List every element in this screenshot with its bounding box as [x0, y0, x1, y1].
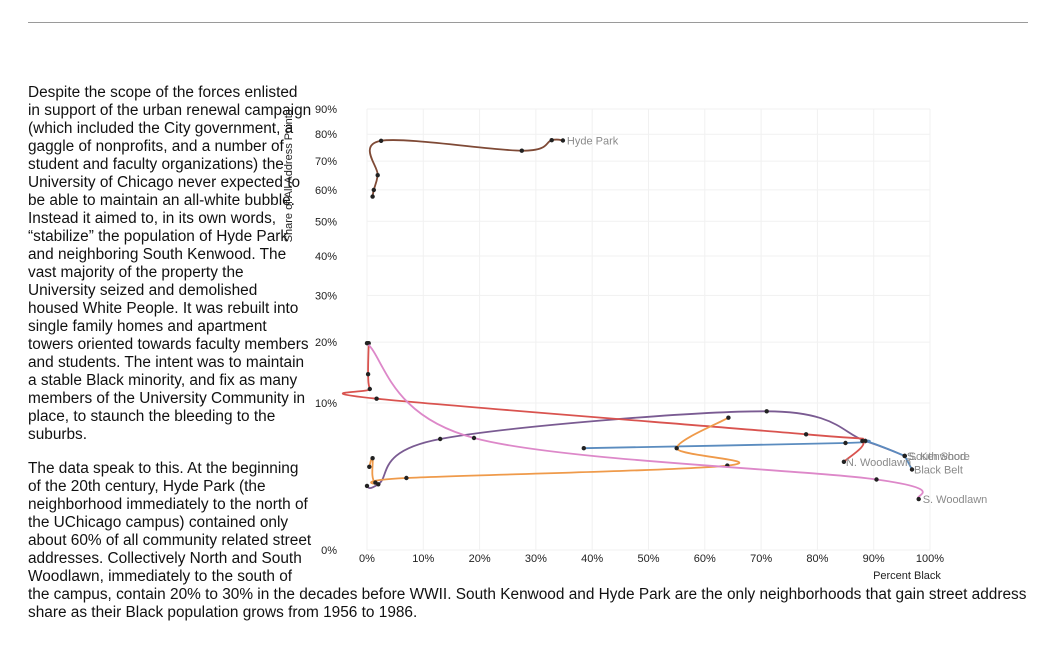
y-tick-label: 30%	[315, 290, 337, 302]
series-line	[368, 416, 740, 485]
y-tick-label: 20%	[315, 337, 337, 349]
x-tick-label: 80%	[806, 553, 828, 565]
series-line	[582, 439, 906, 457]
series-label: South Shore	[909, 451, 970, 463]
series-point	[916, 496, 921, 502]
x-tick-label: 50%	[637, 553, 659, 565]
chart-axes: 0% 10% 20% 30% 40% 50% 60% 70% 80% 90% 100% 0% 10% 20…	[283, 104, 944, 582]
series-point	[367, 464, 372, 469]
series-point	[841, 459, 847, 464]
article-paragraph-1: Despite the scope of the forces enlisted…	[28, 84, 312, 443]
series-point	[764, 409, 769, 414]
x-tick-label: 70%	[750, 553, 772, 565]
chart-series	[342, 138, 924, 502]
series-point	[549, 138, 554, 143]
series-point	[374, 396, 379, 401]
series-point	[860, 438, 865, 444]
x-tick-label: 0%	[359, 553, 375, 565]
series-label: Black Belt	[914, 465, 963, 477]
series-point	[364, 483, 370, 489]
series-point	[909, 467, 915, 472]
series-label: N. Woodlawn	[846, 457, 911, 469]
x-tick-label: 90%	[863, 553, 885, 565]
series-point	[902, 453, 907, 459]
series-point	[378, 138, 384, 143]
y-tick-label: 80%	[315, 129, 337, 141]
x-axis-title: Percent Black	[873, 570, 941, 582]
x-tick-label: 40%	[581, 553, 603, 565]
series-point	[803, 432, 809, 437]
series-point	[404, 475, 409, 481]
x-tick-label: 20%	[469, 553, 491, 565]
series-point	[581, 446, 586, 451]
y-tick-label: 60%	[315, 185, 337, 197]
series-line	[366, 342, 924, 500]
series-point	[874, 477, 879, 482]
y-tick-label: 40%	[315, 251, 337, 263]
series-point	[367, 386, 372, 392]
series-point	[519, 148, 524, 153]
series-point	[373, 480, 378, 485]
series-line	[368, 138, 564, 198]
y-tick-label: 90%	[315, 104, 337, 116]
x-tick-label: 60%	[694, 553, 716, 565]
series-label: S. Woodlawn	[923, 494, 988, 506]
series-point	[560, 138, 566, 143]
series-point	[370, 456, 375, 461]
article-paragraph-2: The data speak to this. At the beginning…	[28, 460, 1027, 621]
y-tick-label: 0%	[321, 545, 337, 557]
series-point	[726, 415, 731, 420]
chart-gridlines	[366, 108, 931, 551]
series-point	[843, 440, 848, 446]
series-label: S. Kenwood	[907, 451, 966, 463]
x-tick-label: 30%	[525, 553, 547, 565]
series-point	[471, 435, 477, 441]
series-point	[438, 436, 443, 442]
y-tick-label: 10%	[315, 398, 337, 410]
article-body: Despite the scope of the forces enlisted…	[28, 84, 1028, 622]
y-axis-title: Share of All Address Points	[283, 109, 295, 242]
x-tick-label: 10%	[412, 553, 434, 565]
y-tick-label: 70%	[315, 156, 337, 168]
series-point	[674, 446, 679, 451]
series-point	[370, 194, 375, 199]
top-divider	[28, 22, 1028, 23]
y-tick-label: 50%	[315, 216, 337, 228]
series-point	[364, 341, 370, 346]
series-label: Hyde Park	[567, 136, 619, 148]
series-point	[371, 187, 376, 193]
series-point	[365, 372, 371, 377]
x-tick-label: 100%	[916, 553, 944, 565]
address-share-chart: 0% 10% 20% 30% 40% 50% 60% 70% 80% 90% 100% 0% 10% 20…	[283, 104, 987, 582]
series-point	[375, 173, 380, 178]
